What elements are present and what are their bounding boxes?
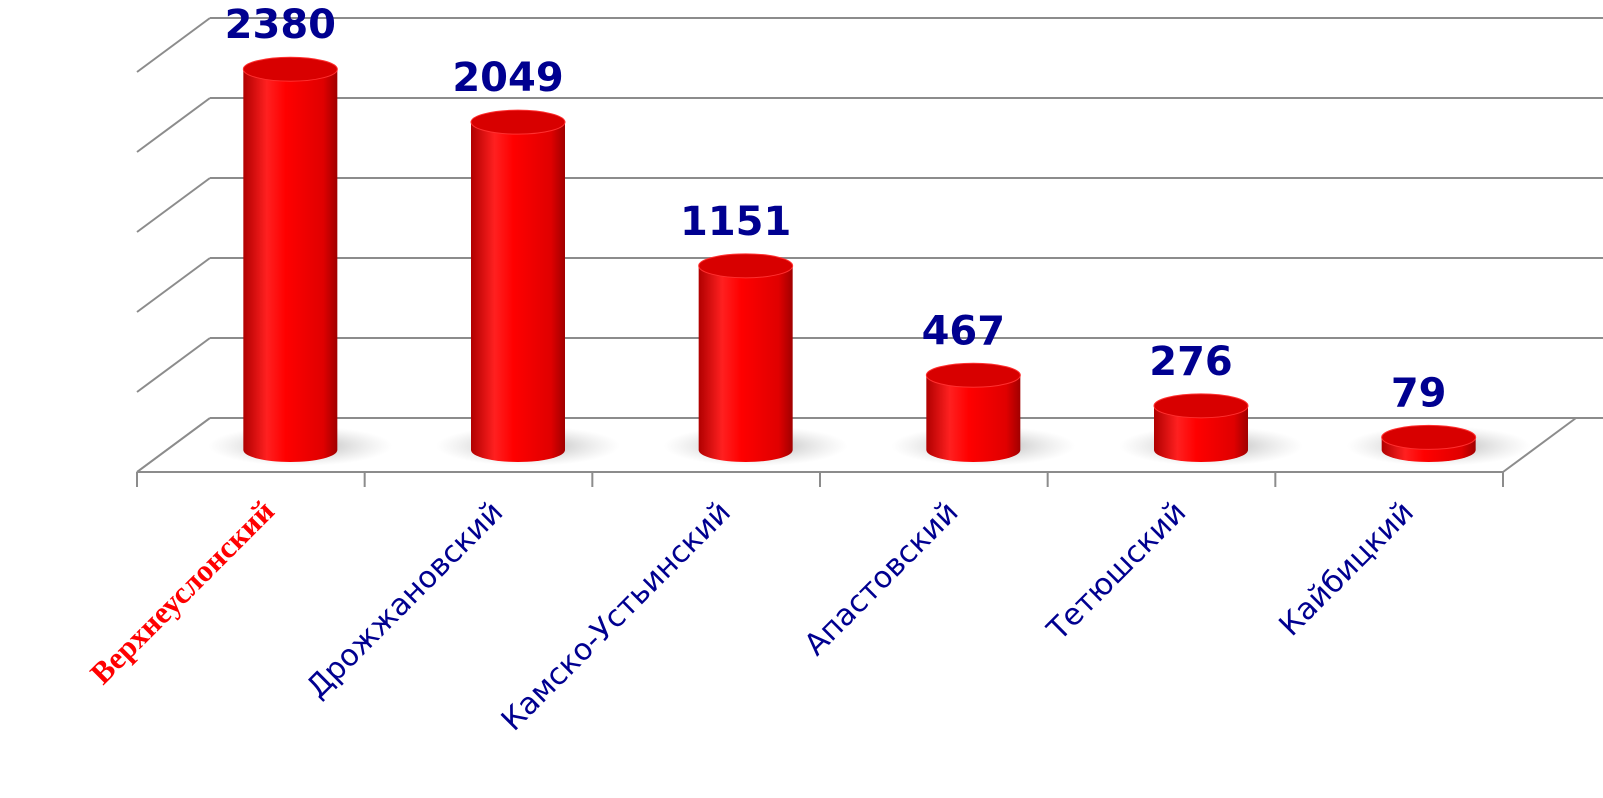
- bar: [925, 362, 1021, 462]
- bar-body: [471, 122, 565, 462]
- x-tick-label: Камско-Устьинский: [495, 495, 738, 738]
- x-tick-label: Дрожжановский: [300, 495, 510, 705]
- x-tick-label: Тетюшский: [1040, 495, 1193, 648]
- value-label: 2049: [452, 55, 563, 101]
- value-label: 2380: [225, 2, 336, 48]
- grid-line-side: [136, 17, 211, 73]
- x-tick-label: Кайбицкий: [1273, 495, 1421, 643]
- x-tick-label: Апастовский: [798, 495, 966, 663]
- value-label: 79: [1391, 370, 1447, 416]
- bar-top: [1381, 424, 1477, 450]
- value-label: 467: [922, 308, 1006, 354]
- grid-line-side: [136, 257, 211, 313]
- bar: [1153, 393, 1249, 462]
- bar: [242, 56, 338, 463]
- bar: [698, 253, 794, 462]
- x-tick-label: Верхнеуслонский: [83, 493, 281, 691]
- grid-line-side: [136, 337, 211, 393]
- grid-line-side: [136, 97, 211, 153]
- bar-body: [926, 375, 1021, 462]
- bar-top: [698, 253, 794, 279]
- bar-body: [243, 69, 338, 463]
- grid-line-side: [136, 417, 211, 473]
- bar-body: [698, 265, 793, 462]
- bar: [470, 109, 566, 462]
- value-label: 276: [1149, 339, 1233, 385]
- bar-top: [470, 109, 566, 135]
- grid-line-side: [136, 177, 211, 233]
- bar-top: [1153, 393, 1249, 419]
- bar-body: [1154, 405, 1248, 462]
- bar-top: [925, 362, 1021, 388]
- bar-top: [242, 56, 338, 82]
- value-label: 1151: [680, 199, 791, 245]
- bar: [1381, 424, 1477, 462]
